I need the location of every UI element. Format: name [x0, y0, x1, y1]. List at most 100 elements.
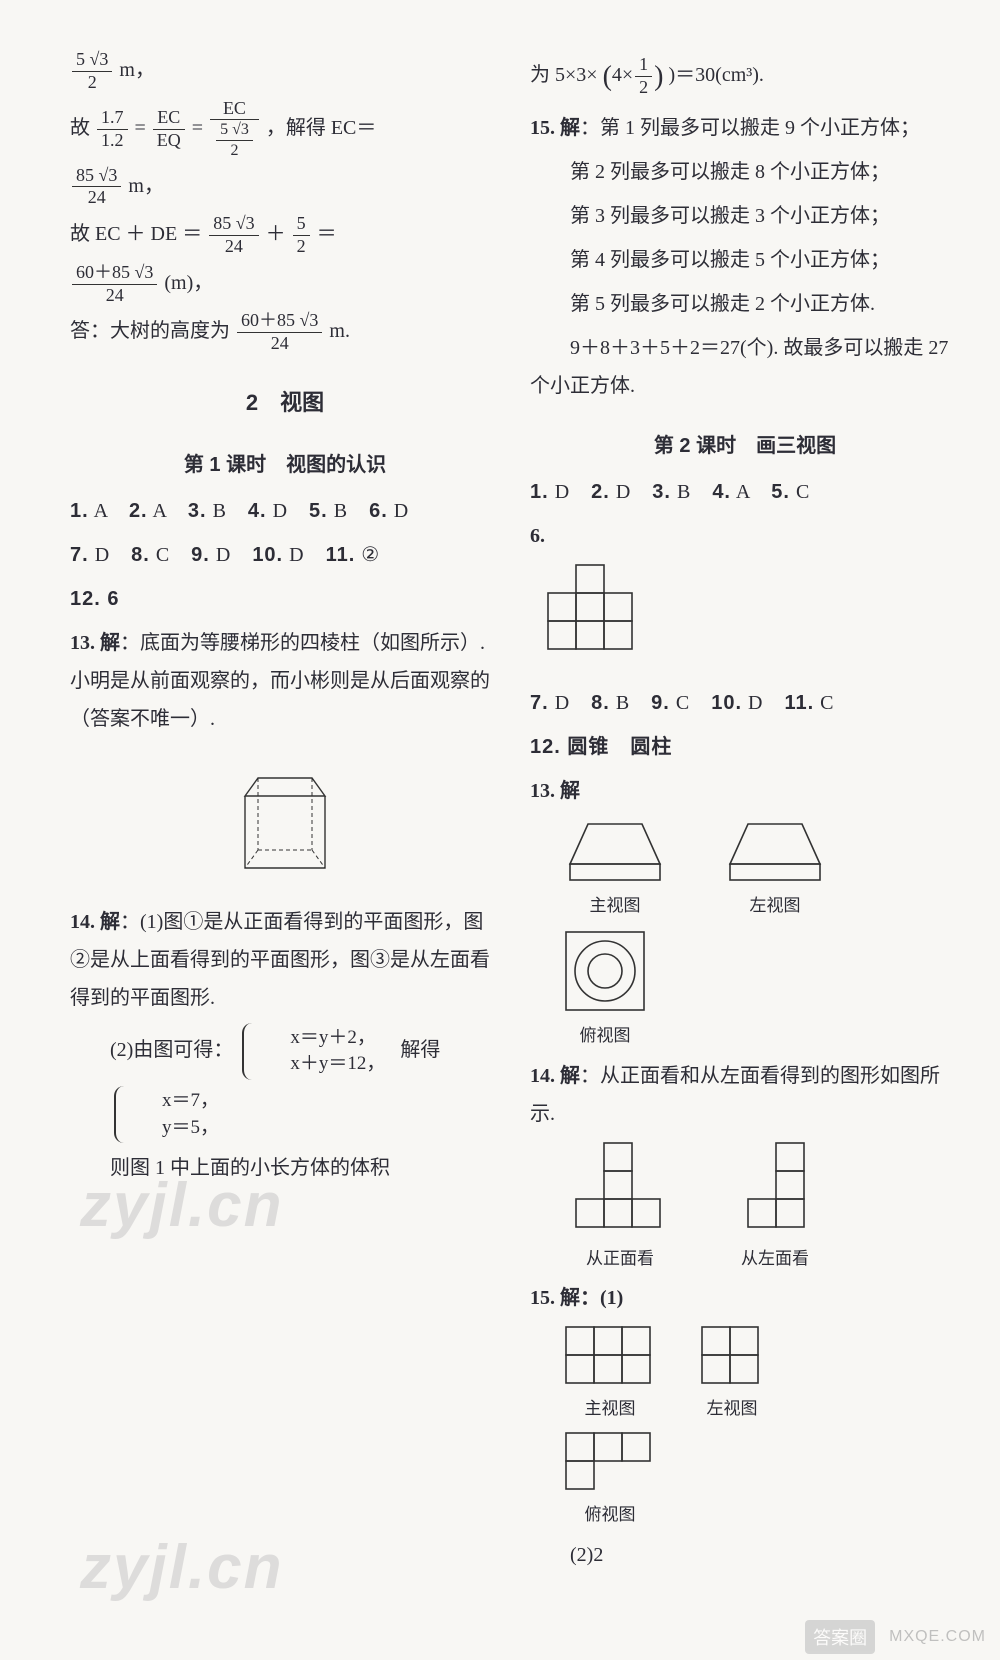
- fraction: 52: [293, 214, 310, 257]
- text: 第 2 列最多可以搬走 8 个小正方体；: [530, 153, 960, 191]
- right-column: 为 5×3× ((4×4×12) )＝30(cm³). 15. 解：第 1 列最…: [530, 50, 960, 1580]
- solution-system: x＝7， y＝5，: [70, 1086, 500, 1143]
- top-view: 俯视图: [560, 1429, 660, 1531]
- left-column: 5 √32 m， 故 1.71.2 = ECEQ = EC 5 √32 ，解得 …: [70, 50, 500, 1580]
- fig-label: 左视图: [750, 890, 801, 922]
- expr-line: 5 √32 m，: [70, 50, 500, 93]
- answer-row: 12. 6: [70, 580, 500, 618]
- eq-row: x＝7，: [122, 1088, 219, 1115]
- expr-line: 为 5×3× ((4×4×12) )＝30(cm³).: [530, 50, 960, 103]
- page: 5 √32 m， 故 1.71.2 = ECEQ = EC 5 √32 ，解得 …: [0, 0, 1000, 1660]
- fig-label: 主视图: [585, 1393, 636, 1425]
- fraction: 5 √32: [72, 50, 112, 93]
- body-text: ：底面为等腰梯形的四棱柱（如图所示）. 小明是从前面观察的，而小彬则是从后面观察…: [70, 632, 490, 730]
- text: =: [192, 117, 208, 139]
- nested-fraction: EC 5 √32: [210, 99, 259, 160]
- trapezoid-icon: [560, 816, 670, 886]
- lead: 6.: [530, 525, 545, 547]
- site-text: MXQE.COM: [889, 1628, 986, 1646]
- question-15: 15. 解：第 1 列最多可以搬走 9 个小正方体；: [530, 109, 960, 147]
- lead: 15. 解：(1): [530, 1287, 623, 1309]
- text: (2)由图可得：: [110, 1039, 233, 1061]
- grid-shape-icon: [560, 1139, 680, 1239]
- answer-row: 7. D 8. B 9. C 10. D 11. C: [530, 684, 960, 722]
- fig-label: 左视图: [707, 1393, 758, 1425]
- text: 第 5 列最多可以搬走 2 个小正方体.: [530, 285, 960, 323]
- expr-line: 故 EC ＋ DE ＝ 85 √324 ＋ 52 ＝: [70, 214, 500, 257]
- lesson-title: 第 2 课时 画三视图: [530, 427, 960, 465]
- text: ＝: [317, 223, 337, 245]
- answer-badge: 答案圈: [805, 1620, 875, 1654]
- lead: 13. 解: [70, 632, 120, 654]
- question-6: 6.: [530, 517, 960, 555]
- fraction: 1.71.2: [97, 108, 128, 151]
- watermark-right: 答案圈 MXQE.COM: [805, 1620, 986, 1654]
- prism-icon: [230, 746, 340, 876]
- equation-system: x＝y＋2， x＋y＝12，: [242, 1023, 391, 1080]
- text: 为 5×3×: [530, 64, 598, 86]
- left-view: 左视图: [696, 1323, 768, 1425]
- text: 第 3 列最多可以搬走 3 个小正方体；: [530, 197, 960, 235]
- fraction: 85 √324: [72, 166, 121, 209]
- q14r-figure: 从正面看 从左面看: [560, 1139, 960, 1275]
- fraction: 60＋85 √324: [72, 263, 157, 306]
- question-13: 13. 解：底面为等腰梯形的四棱柱（如图所示）. 小明是从前面观察的，而小彬则是…: [70, 624, 500, 738]
- section-title: 2 视图: [70, 382, 500, 424]
- answer-row: 1. D 2. D 3. B 4. A 5. C: [530, 473, 960, 511]
- question-14-2: (2)由图可得： x＝y＋2， x＋y＝12， 解得: [70, 1023, 500, 1080]
- text: ＋: [266, 223, 291, 245]
- question-14r: 14. 解：从正面看和从左面看得到的图形如图所示.: [530, 1057, 960, 1133]
- answer-row: 7. D 8. C 9. D 10. D 11. ②: [70, 536, 500, 574]
- lesson-title: 第 1 课时 视图的认识: [70, 446, 500, 484]
- fig-label: 俯视图: [585, 1499, 636, 1531]
- answer-row: 1. A 2. A 3. B 4. D 5. B 6. D: [70, 492, 500, 530]
- prism-figure: [70, 746, 500, 889]
- text: 则图 1 中上面的小长方体的体积: [70, 1149, 500, 1187]
- fraction: 60＋85 √324: [237, 311, 322, 354]
- answer-item: 12. 圆锥 圆柱: [530, 736, 672, 758]
- trapezoid-icon: [720, 816, 830, 886]
- grid-shape-icon: [730, 1139, 820, 1239]
- unit-text: m，: [119, 59, 155, 81]
- q15r-topview: 俯视图: [560, 1429, 960, 1531]
- answer-item: 12. 6: [70, 588, 119, 610]
- grid-icon: [696, 1323, 768, 1389]
- lead: 15. 解: [530, 117, 580, 139]
- fig-label: 从左面看: [741, 1243, 809, 1275]
- main-view: 主视图: [560, 1323, 660, 1425]
- question-14: 14. 解：(1)图①是从正面看得到的平面图形，图②是从上面看得到的平面图形，图…: [70, 903, 500, 1017]
- answer-row: 12. 圆锥 圆柱: [530, 728, 960, 766]
- text: 故 EC ＋ DE ＝: [70, 223, 207, 245]
- main-view: 主视图: [560, 816, 670, 922]
- top-view: 俯视图: [560, 926, 650, 1052]
- text: 故: [70, 117, 95, 139]
- unit-text: m，: [128, 174, 164, 196]
- text: 第 4 列最多可以搬走 5 个小正方体；: [530, 241, 960, 279]
- text: (2)2: [530, 1536, 960, 1574]
- top-view-figure: 俯视图: [560, 926, 960, 1052]
- equation-system: x＝7， y＝5，: [114, 1086, 225, 1143]
- eq-row: y＝5，: [122, 1115, 219, 1142]
- expr-line: 故 1.71.2 = ECEQ = EC 5 √32 ，解得 EC＝: [70, 99, 500, 160]
- fig-label: 俯视图: [580, 1020, 631, 1052]
- unit-text: (m)，: [164, 272, 213, 294]
- eq-row: x＋y＝12，: [250, 1051, 385, 1078]
- grid-icon: [560, 1323, 660, 1389]
- eq-row: x＝y＋2，: [250, 1025, 385, 1052]
- lead: 13. 解: [530, 780, 580, 802]
- text: 答：大树的高度为: [70, 320, 230, 342]
- fraction: 85 √324: [209, 214, 258, 257]
- fig-label: 从正面看: [586, 1243, 654, 1275]
- left-view: 从左面看: [730, 1139, 820, 1275]
- text: ，解得 EC＝: [266, 117, 377, 139]
- fig-label: 主视图: [590, 890, 641, 922]
- question-13r: 13. 解: [530, 772, 960, 810]
- three-views-figure: 主视图 左视图: [560, 816, 960, 922]
- text: 解得: [400, 1039, 440, 1061]
- fraction: 12: [635, 55, 652, 98]
- left-view: 左视图: [720, 816, 830, 922]
- body-text: ：第 1 列最多可以搬走 9 个小正方体；: [580, 117, 920, 139]
- body-text: ：从正面看和从左面看得到的图形如图所示.: [530, 1065, 940, 1125]
- expr-line: 85 √324 m，: [70, 166, 500, 209]
- front-view: 从正面看: [560, 1139, 680, 1275]
